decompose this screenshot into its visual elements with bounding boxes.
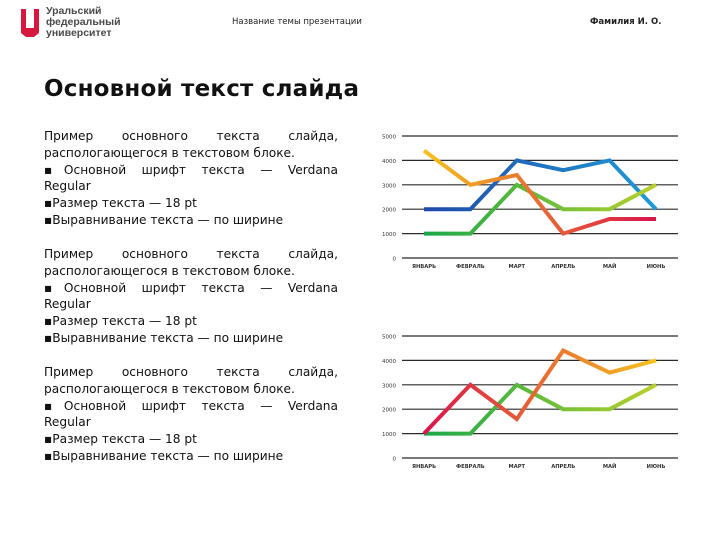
intro-line: распологающегося в текстовом блоке. — [44, 381, 295, 396]
author-name: Фамилия И. О. — [590, 17, 662, 27]
line-chart-bottom-svg: 0 1000 2000 3000 4000 5000 ЯНВАРЬ ФЕВРАЛЬ МАРТ АП… — [382, 335, 678, 470]
text-block-2: Пример основного текста слайда, располог… — [44, 246, 338, 347]
bullet-align: ▪Выравнивание текста — по ширине — [44, 448, 284, 463]
logo-line-1: Уральский — [46, 5, 102, 17]
x-tick-label: МАРТ — [509, 464, 526, 470]
university-logo-text: Уральский федеральный университет — [46, 6, 121, 39]
x-tick-label: ФЕВРАЛЬ — [456, 264, 485, 270]
intro-line: Пример основного текста слайда, — [44, 247, 338, 261]
bullet-align: ▪Выравнивание текста — по ширине — [44, 330, 284, 345]
intro-line: Пример основного текста слайда, — [44, 365, 338, 379]
series-line-3 — [422, 148, 656, 236]
intro-line: Пример основного текста слайда, — [44, 129, 338, 143]
bullet-font-continued: Regular — [44, 179, 91, 194]
line-chart-top-svg: 0 1000 2000 3000 4000 5000 ЯНВАРЬ ФЕВРАЛЬ МАРТ АП… — [382, 135, 678, 270]
bullet-font: ▪Основной шрифт текста — Verdana — [44, 398, 338, 413]
text-block-1: Пример основного текста слайда, располог… — [44, 128, 338, 229]
bullet-font: ▪Основной шрифт текста — Verdana — [44, 280, 338, 295]
y-tick-label: 5000 — [382, 335, 396, 341]
y-tick-label: 1000 — [382, 232, 396, 238]
x-tick-label: ИЮНЬ — [647, 464, 666, 470]
x-tick-label: ЯНВАРЬ — [412, 464, 436, 470]
presentation-topic: Название темы презентации — [232, 17, 362, 27]
x-tick-label: МАЙ — [603, 462, 617, 470]
intro-line: распологающегося в текстовом блоке. — [44, 145, 295, 160]
text-block-3: Пример основного текста слайда, располог… — [44, 364, 338, 465]
bullet-font-continued: Regular — [44, 415, 91, 430]
x-tick-label: ИЮНЬ — [647, 264, 666, 270]
y-tick-label: 4000 — [382, 159, 396, 165]
x-tick-label: АПРЕЛЬ — [551, 264, 575, 270]
line-chart-bottom: 0 1000 2000 3000 4000 5000 ЯНВАРЬ ФЕВРАЛЬ МАРТ АП… — [360, 326, 690, 476]
logo-line-2: федеральный — [46, 16, 121, 28]
x-tick-label: АПРЕЛЬ — [551, 464, 575, 470]
series-line-2 — [422, 348, 657, 435]
y-tick-label: 3000 — [382, 183, 396, 189]
y-tick-label: 4000 — [382, 359, 396, 365]
y-tick-label: 0 — [393, 257, 397, 263]
y-tick-label: 3000 — [382, 383, 396, 389]
slide-title: Основной текст слайда — [44, 76, 360, 102]
y-tick-label: 5000 — [382, 135, 396, 141]
bullet-size: ▪Размер текста — 18 pt — [44, 432, 197, 447]
y-tick-label: 1000 — [382, 432, 396, 438]
series-line-1 — [424, 158, 658, 212]
x-tick-label: МАРТ — [509, 264, 526, 270]
bullet-font-continued: Regular — [44, 297, 91, 312]
x-tick-label: ФЕВРАЛЬ — [456, 464, 485, 470]
intro-line: распологающегося в текстовом блоке. — [44, 263, 295, 278]
series-line-1 — [424, 382, 657, 436]
bullet-font: ▪Основной шрифт текста — Verdana — [44, 162, 338, 177]
university-logo-mark — [21, 9, 39, 37]
bullet-size: ▪Размер текста — 18 pt — [44, 196, 197, 211]
logo-line-3: университет — [46, 27, 112, 39]
x-tick-label: МАЙ — [603, 262, 617, 270]
line-chart-top: 0 1000 2000 3000 4000 5000 ЯНВАРЬ ФЕВРАЛЬ МАРТ АП… — [360, 126, 690, 276]
series-line-2 — [424, 182, 657, 236]
university-logo: Уральский федеральный университет — [20, 6, 130, 40]
y-tick-label: 0 — [393, 457, 397, 463]
y-tick-label: 2000 — [382, 208, 396, 214]
bullet-align: ▪Выравнивание текста — по ширине — [44, 212, 284, 227]
bullet-size: ▪Размер текста — 18 pt — [44, 314, 197, 329]
y-tick-label: 2000 — [382, 408, 396, 414]
x-tick-label: ЯНВАРЬ — [412, 264, 436, 270]
